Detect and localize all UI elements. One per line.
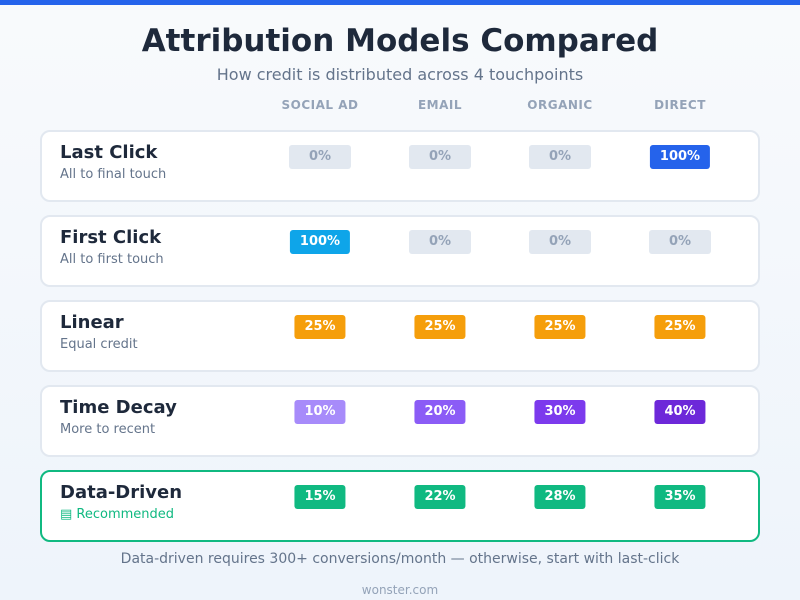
title: Attribution Models Compared: [141, 23, 659, 59]
credit-pill: 22%: [414, 485, 466, 509]
subtitle: How credit is distributed across 4 touch…: [216, 65, 584, 84]
footer-note: Data-driven requires 300+ conversions/mo…: [120, 551, 680, 567]
column-header: SOCIAL AD: [281, 98, 359, 112]
credit-pill: 100%: [289, 230, 351, 254]
model-description: All to first touch: [60, 252, 164, 267]
credit-pill: 25%: [654, 315, 706, 339]
model-name: Linear: [60, 312, 124, 333]
model-card: [40, 385, 760, 457]
model-description: Equal credit: [60, 337, 138, 352]
model-card: [40, 300, 760, 372]
credit-pill: 15%: [294, 485, 346, 509]
credit-pill: 25%: [534, 315, 586, 339]
credit-pill: 10%: [294, 400, 346, 424]
model-description: More to recent: [60, 422, 156, 437]
credit-pill: 0%: [409, 230, 471, 254]
credit-pill: 25%: [294, 315, 346, 339]
credit-pill: 0%: [649, 230, 711, 254]
model-name: Last Click: [60, 142, 158, 163]
model-card: [40, 130, 760, 202]
credit: wonster.com: [361, 583, 439, 597]
model-name: First Click: [60, 227, 162, 248]
model-name: Data-Driven: [60, 482, 183, 503]
credit-pill: 20%: [414, 400, 466, 424]
model-description: All to final touch: [60, 167, 167, 182]
model-description: ▤ Recommended: [60, 507, 175, 522]
model-name: Time Decay: [60, 397, 177, 418]
credit-pill: 30%: [534, 400, 586, 424]
column-header: ORGANIC: [527, 98, 593, 112]
credit-pill: 0%: [289, 145, 351, 169]
credit-pill: 0%: [529, 145, 591, 169]
model-card: [40, 470, 760, 542]
credit-pill: 25%: [414, 315, 466, 339]
column-header: DIRECT: [654, 98, 706, 112]
column-header: EMAIL: [417, 98, 463, 112]
credit-pill: 0%: [409, 145, 471, 169]
credit-pill: 28%: [534, 485, 586, 509]
credit-pill: 0%: [529, 230, 591, 254]
credit-pill: 40%: [654, 400, 706, 424]
credit-pill: 100%: [649, 145, 711, 169]
model-card: [40, 215, 760, 287]
credit-pill: 35%: [654, 485, 706, 509]
